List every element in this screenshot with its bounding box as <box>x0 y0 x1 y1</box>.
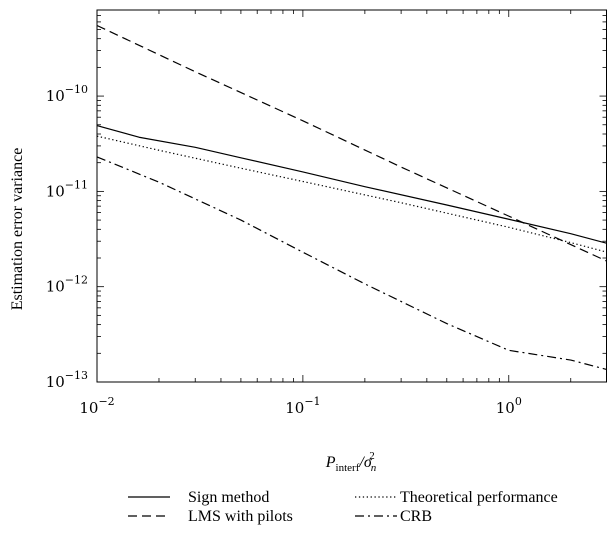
series-line-dotted <box>96 135 607 253</box>
tick-labels: 10−2 10−1 100 10−13 10−12 10−11 10−10 <box>46 83 522 417</box>
legend-item: Sign method <box>128 489 269 506</box>
legend-item: LMS with pilots <box>128 508 293 525</box>
x-tick-label: 100 <box>496 395 522 417</box>
legend-item: CRB <box>355 508 432 525</box>
x-tick-label: 10−2 <box>79 395 114 417</box>
plot-area <box>96 9 607 383</box>
legend: Sign method LMS with pilots Theoretical pe… <box>128 489 558 525</box>
series-line-dashed <box>96 24 607 262</box>
legend-label: Sign method <box>188 489 269 506</box>
legend-item: Theoretical performance <box>355 489 558 506</box>
legend-label: Theoretical performance <box>400 489 558 506</box>
series-layer <box>96 24 607 371</box>
y-axis-title: Estimation error variance <box>9 148 26 311</box>
plot-frame <box>96 9 607 383</box>
series-line-dashdot <box>96 156 607 371</box>
legend-label: CRB <box>400 508 432 525</box>
x-axis-title: Pinterf/σn2 <box>325 450 377 474</box>
y-tick-label: 10−13 <box>46 369 88 391</box>
y-tick-label: 10−11 <box>46 178 88 200</box>
x-tick-label: 10−1 <box>285 395 320 417</box>
y-tick-label: 10−12 <box>46 274 88 296</box>
ticks <box>96 9 607 383</box>
series-line-solid <box>96 125 607 244</box>
legend-label: LMS with pilots <box>188 508 293 525</box>
y-tick-label: 10−10 <box>46 83 88 105</box>
